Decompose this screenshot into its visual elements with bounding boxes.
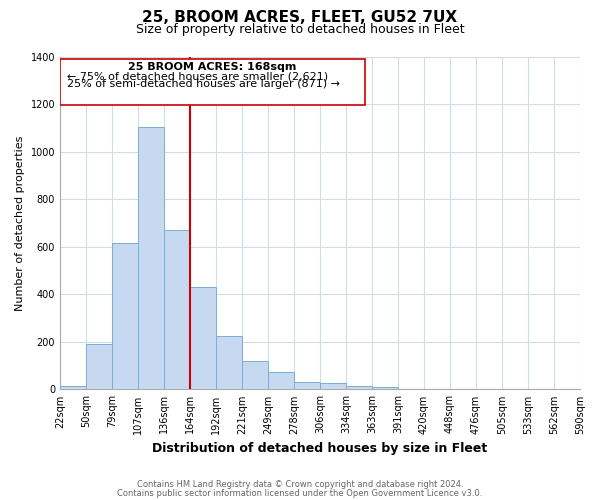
Bar <box>112 243 138 390</box>
Y-axis label: Number of detached properties: Number of detached properties <box>15 136 25 310</box>
Bar <box>86 344 112 390</box>
X-axis label: Distribution of detached houses by size in Fleet: Distribution of detached houses by size … <box>152 442 488 455</box>
Text: 25% of semi-detached houses are larger (871) →: 25% of semi-detached houses are larger (… <box>67 79 340 89</box>
Text: ← 75% of detached houses are smaller (2,621): ← 75% of detached houses are smaller (2,… <box>67 72 329 82</box>
Bar <box>190 287 216 390</box>
Bar <box>216 336 242 390</box>
Bar <box>346 386 372 390</box>
Text: Contains public sector information licensed under the Open Government Licence v3: Contains public sector information licen… <box>118 488 482 498</box>
Text: Size of property relative to detached houses in Fleet: Size of property relative to detached ho… <box>136 22 464 36</box>
Bar <box>60 386 86 390</box>
Bar <box>138 126 164 390</box>
Bar <box>164 230 190 390</box>
Bar <box>268 372 294 390</box>
FancyBboxPatch shape <box>60 59 365 106</box>
Bar <box>372 387 398 390</box>
Bar <box>242 361 268 390</box>
Text: 25 BROOM ACRES: 168sqm: 25 BROOM ACRES: 168sqm <box>128 62 296 72</box>
Bar <box>294 382 320 390</box>
Bar <box>320 384 346 390</box>
Text: 25, BROOM ACRES, FLEET, GU52 7UX: 25, BROOM ACRES, FLEET, GU52 7UX <box>142 10 458 25</box>
Text: Contains HM Land Registry data © Crown copyright and database right 2024.: Contains HM Land Registry data © Crown c… <box>137 480 463 489</box>
